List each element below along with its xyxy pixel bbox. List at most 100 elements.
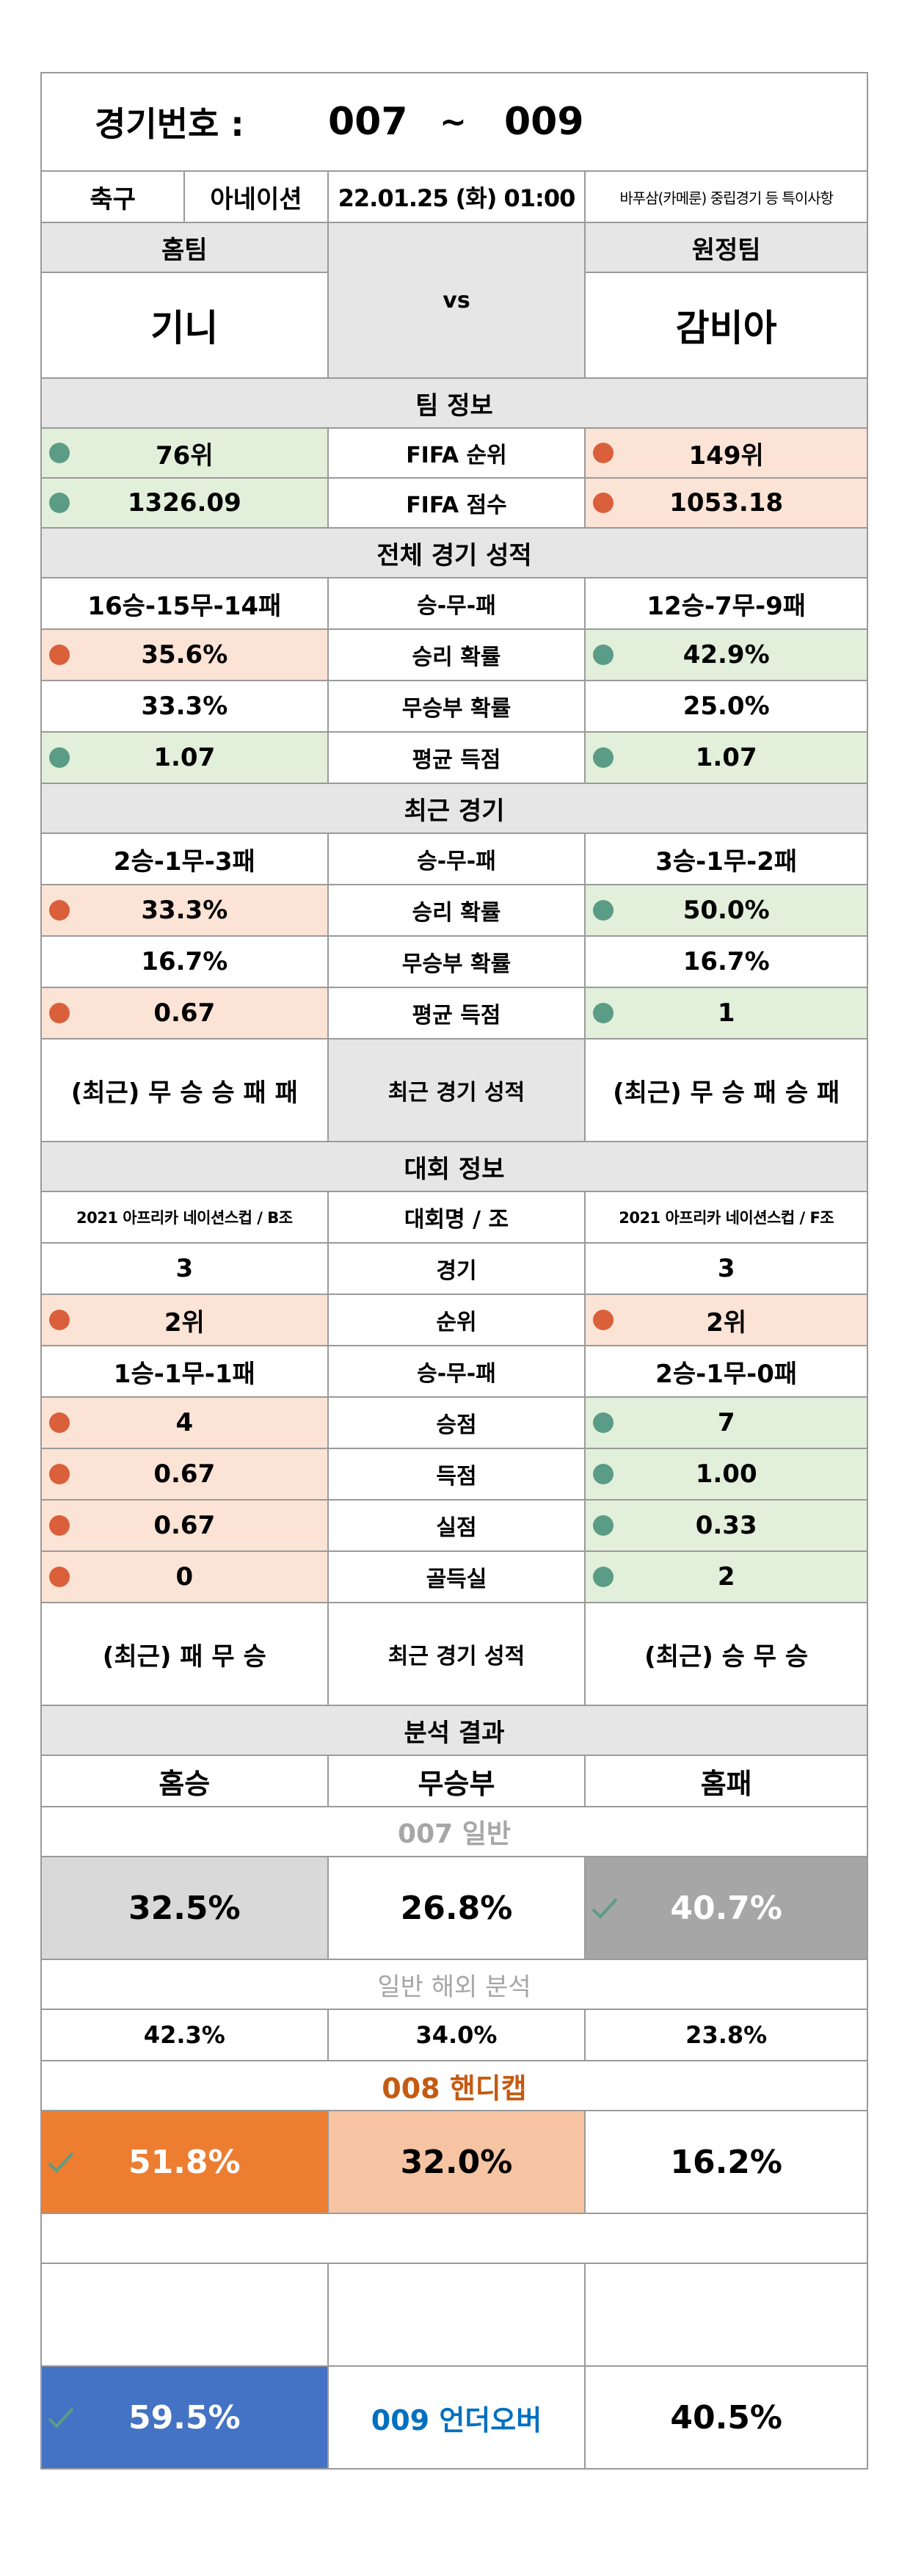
- datetime-cell: 22.01.25 (화) 01:00: [329, 172, 586, 222]
- recent-header: 최근 경기: [40, 784, 868, 834]
- stat-label: FIFA 점수: [329, 479, 586, 527]
- recent-form-row: (최근) 무 승 승 패 패 최근 경기 성적 (최근) 무 승 패 승 패: [40, 1040, 868, 1142]
- tournament-form-row: (최근) 패 무 승 최근 경기 성적 (최근) 승 무 승: [40, 1603, 868, 1706]
- overseas-home-win: 42.3%: [42, 2010, 329, 2060]
- stat-row: 3 경기 3: [40, 1244, 868, 1295]
- green-dot-icon: [593, 1567, 614, 1587]
- general-home-loss: 40.7%: [670, 1889, 782, 1927]
- home-value: 16승-15무-14패: [42, 578, 329, 628]
- red-dot-icon: [49, 1310, 70, 1330]
- red-dot-icon: [49, 1412, 70, 1433]
- stat-row: 33.3% 무승부 확률 25.0%: [40, 681, 868, 733]
- home-value: 33.3%: [141, 896, 228, 925]
- note-cell: 바푸삼(카메룬) 중립경기 등 특이사항: [619, 189, 834, 207]
- stat-label: 승-무-패: [329, 578, 586, 628]
- stat-row: 2위 순위 2위: [40, 1295, 868, 1346]
- home-value: 33.3%: [42, 681, 329, 731]
- away-value: 16.7%: [682, 947, 770, 976]
- away-value: 50.0%: [682, 896, 770, 925]
- red-dot-icon: [49, 1003, 70, 1023]
- checkmark-icon: [48, 2152, 74, 2173]
- draw-header: 무승부: [329, 1756, 586, 1806]
- away-value: 2승-1무-0패: [655, 1359, 798, 1389]
- away-value: 1.00: [695, 1459, 757, 1489]
- team-info-title: 팀 정보: [42, 379, 867, 427]
- away-form: (최근) 승 무 승: [644, 1641, 809, 1672]
- home-form: (최근) 패 무 승: [42, 1603, 329, 1705]
- handicap-draw: 32.0%: [328, 2111, 586, 2213]
- tournament-header: 대회 정보: [40, 1142, 868, 1192]
- home-value: 2위: [164, 1307, 205, 1338]
- home-value: 35.6%: [141, 640, 228, 670]
- home-value: 1승-1무-1패: [42, 1346, 329, 1396]
- stat-row: 0.67 평균 득점 1: [40, 988, 868, 1040]
- home-form: (최근) 무 승 승 패 패: [42, 1040, 329, 1141]
- stat-label: 승리 확률: [329, 885, 586, 935]
- underover-result-row: 59.5% 009 언더오버 40.5%: [40, 2367, 868, 2470]
- home-value: 76위: [156, 440, 214, 471]
- analysis-title: 분석 결과: [42, 1706, 867, 1755]
- red-dot-icon: [49, 645, 70, 665]
- stat-label: 실점: [329, 1501, 586, 1550]
- home-value: 2021 아프리카 네이션스컵 / B조: [42, 1192, 329, 1242]
- sport-cell: 축구: [42, 172, 186, 222]
- stat-row: 16.7% 무승부 확률 16.7%: [40, 937, 868, 988]
- red-dot-icon: [49, 1464, 70, 1484]
- green-dot-icon: [593, 747, 614, 768]
- overall-title: 전체 경기 성적: [42, 529, 867, 577]
- green-dot-icon: [593, 1464, 614, 1484]
- overseas-title: 일반 해외 분석: [377, 1972, 531, 2002]
- green-dot-icon: [593, 1515, 614, 1536]
- green-dot-icon: [593, 1003, 614, 1023]
- home-value: 3: [42, 1244, 329, 1294]
- green-dot-icon: [49, 747, 70, 768]
- stat-row: 33.3% 승리 확률 50.0%: [40, 885, 868, 937]
- handicap-home-win: 51.8%: [128, 2143, 241, 2181]
- overseas-draw: 34.0%: [329, 2010, 586, 2060]
- overseas-result-row: 42.3% 34.0% 23.8%: [40, 2010, 868, 2061]
- stat-label: FIFA 순위: [329, 429, 586, 477]
- handicap-title-row: 008 핸디캡: [40, 2061, 868, 2111]
- away-value: 149위: [688, 440, 764, 471]
- checkmark-icon: [48, 2407, 74, 2428]
- overall-header: 전체 경기 성적: [40, 529, 868, 578]
- away-value: 3승-1무-2패: [655, 846, 798, 877]
- general-result-row: 32.5% 26.8% 40.7%: [40, 1857, 868, 1960]
- analysis-header: 분석 결과: [40, 1706, 868, 1756]
- away-value: 42.9%: [682, 640, 770, 670]
- stat-label: 무승부 확률: [329, 937, 586, 987]
- stat-label: 득점: [329, 1449, 586, 1499]
- stat-row: 35.6% 승리 확률 42.9%: [40, 630, 868, 681]
- teams-block: 홈팀 기니 vs 원정팀 감비아: [40, 223, 868, 379]
- green-dot-icon: [49, 443, 70, 463]
- home-win-header: 홈승: [42, 1756, 329, 1806]
- away-value: 1.07: [695, 743, 757, 772]
- underover-title: 009 언더오버: [329, 2367, 586, 2468]
- red-dot-icon: [49, 1567, 70, 1587]
- analysis-sheet: 경기번호 : 007 ~ 009 축구 아네이션 22.01.25 (화) 01…: [40, 72, 868, 2470]
- stat-label: 무승부 확률: [329, 681, 586, 731]
- stat-row: 2021 아프리카 네이션스컵 / B조 대회명 / 조 2021 아프리카 네…: [40, 1192, 868, 1244]
- overseas-home-loss: 23.8%: [685, 2021, 768, 2049]
- home-value: 1326.09: [127, 488, 241, 518]
- away-team-name: 감비아: [675, 307, 777, 349]
- away-value: 25.0%: [682, 692, 770, 721]
- general-home-win: 32.5%: [42, 1857, 329, 1959]
- green-dot-icon: [593, 645, 614, 665]
- away-value: 3: [717, 1254, 735, 1283]
- underover-under: 59.5%: [128, 2398, 241, 2437]
- form-label: 최근 경기 성적: [329, 1603, 586, 1705]
- stat-label: 골득실: [329, 1552, 586, 1602]
- home-loss-header: 홈패: [700, 1767, 752, 1800]
- match-number-label: 경기번호 :: [95, 104, 244, 144]
- handicap-home-loss: 16.2%: [670, 2143, 782, 2181]
- match-info-row: 축구 아네이션 22.01.25 (화) 01:00 바푸삼(카메룬) 중립경기…: [40, 172, 868, 223]
- red-dot-icon: [49, 1515, 70, 1536]
- stat-row: 1.07 평균 득점 1.07: [40, 733, 868, 784]
- stat-row: 4 승점 7: [40, 1398, 868, 1449]
- away-value: 7: [717, 1408, 735, 1437]
- stat-row: 0.67 득점 1.00: [40, 1449, 868, 1501]
- spacer-row: [40, 2214, 868, 2264]
- handicap-title: 008 핸디캡: [382, 2072, 527, 2105]
- blank-row: [40, 2264, 868, 2367]
